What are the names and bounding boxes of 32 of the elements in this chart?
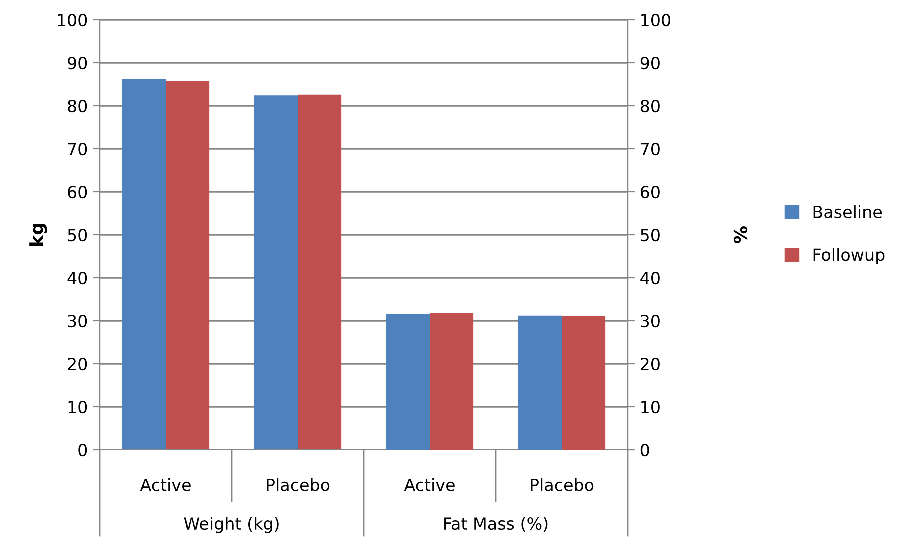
y-tick-label: 40 [68, 272, 88, 285]
y-tick-label: 70 [68, 142, 88, 156]
y2-tick-label: 50 [641, 228, 660, 242]
x-tick-label: Placebo [531, 478, 594, 492]
y-tick-label: 80 [68, 100, 88, 113]
x-tick-label: Active [404, 478, 455, 492]
y-tick-label: 60 [68, 186, 88, 199]
y2-tick-label: 100 [642, 14, 671, 27]
y2-tick-label: 60 [640, 186, 660, 199]
y-axis-title: kg [30, 224, 48, 246]
x-tick-label: Active [140, 478, 191, 492]
legend-label: Baseline [814, 206, 882, 218]
y2-tick-label: 0 [640, 444, 650, 457]
y2-tick-label: 30 [641, 314, 660, 328]
y-tick-label: 30 [68, 314, 88, 328]
y2-tick-label: 40 [640, 272, 660, 285]
y2-tick-label: 70 [641, 142, 660, 156]
text: Fat Mass (%) [444, 517, 548, 532]
y-tick-label: 90 [68, 56, 88, 70]
y2-tick-label: 20 [641, 358, 660, 371]
y2-tick-label: 90 [640, 56, 660, 70]
y-tick-label: 0 [78, 444, 88, 457]
y2-tick-label: 10 [642, 400, 660, 414]
y2-tick-label: 80 [640, 100, 660, 113]
x-tick-label: Placebo [267, 478, 330, 492]
legend-label: Followup [814, 248, 885, 264]
y-tick-label: 10 [68, 400, 88, 414]
text: Weight (kg) [184, 517, 279, 534]
y-tick-label: 100 [58, 14, 88, 27]
y2-axis-title: % [734, 226, 748, 244]
y-tick-label: 20 [68, 358, 88, 371]
y-tick-label: 50 [68, 228, 88, 242]
